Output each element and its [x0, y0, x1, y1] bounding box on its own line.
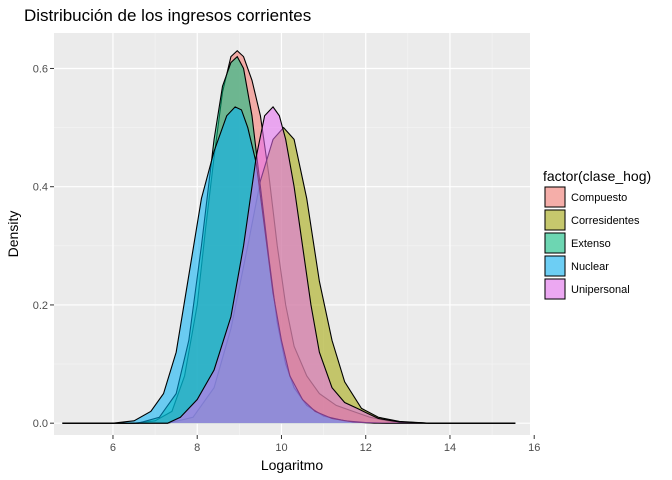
y-tick-label: 0.6: [33, 63, 48, 75]
x-tick-label: 8: [194, 442, 200, 454]
legend-key-unipersonal: [544, 278, 566, 300]
y-tick-label: 0.0: [33, 418, 48, 430]
legend: factor(clase_hog) Compuesto Corresidentes…: [543, 168, 651, 300]
x-axis: 6 8 10 12 14 16: [110, 435, 540, 454]
legend-title: factor(clase_hog): [543, 168, 651, 184]
x-axis-title: Logaritmo: [261, 457, 323, 473]
density-line-unipersonal: [62, 106, 516, 424]
x-tick-label: 14: [444, 442, 456, 454]
legend-key-nuclear: [544, 255, 566, 277]
legend-key-corresidentes: [544, 209, 566, 231]
y-axis: 0.0 0.2 0.4 0.6: [33, 63, 54, 430]
x-tick-label: 12: [360, 442, 372, 454]
legend-label-compuesto: Compuesto: [571, 192, 627, 204]
legend-label-nuclear: Nuclear: [571, 261, 609, 273]
legend-key-compuesto: [544, 186, 566, 208]
y-axis-title: Density: [5, 211, 21, 258]
x-tick-label: 10: [275, 442, 287, 454]
y-tick-label: 0.2: [33, 300, 48, 312]
density-fill-unipersonal: [62, 106, 516, 424]
y-tick-label: 0.4: [33, 182, 48, 194]
density-areas: [62, 49, 516, 424]
legend-key-extenso: [544, 232, 566, 254]
chart-title: Distribución de los ingresos corrientes: [24, 6, 311, 25]
legend-label-unipersonal: Unipersonal: [571, 284, 630, 296]
x-tick-label: 16: [528, 442, 540, 454]
legend-label-corresidentes: Corresidentes: [571, 215, 640, 227]
legend-label-extenso: Extenso: [571, 238, 611, 250]
x-tick-label: 6: [110, 442, 116, 454]
